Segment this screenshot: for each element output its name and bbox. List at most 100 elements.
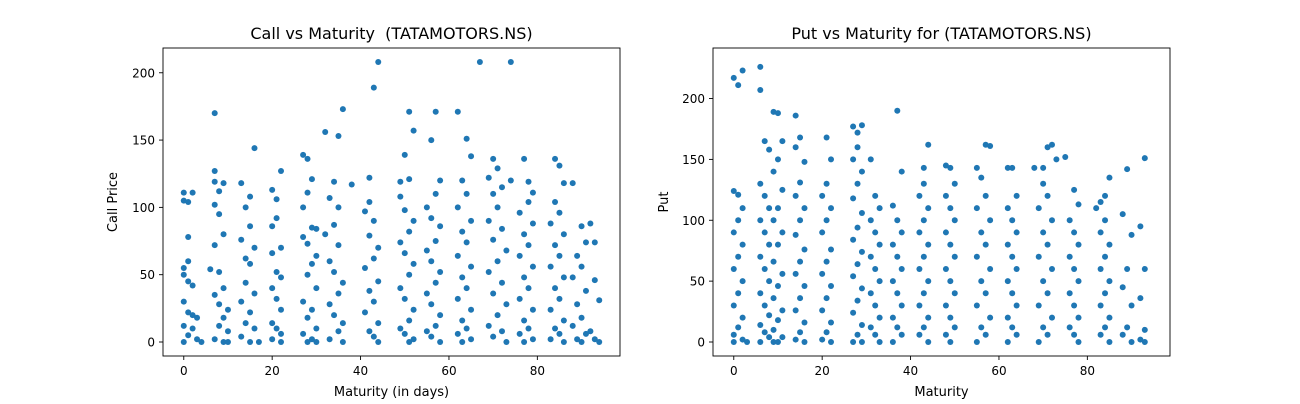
call-data-point xyxy=(596,297,603,304)
call-chart: 0 20 40 60 80 0 50 100 150 200 Call vs Maturity (T… xyxy=(106,24,621,400)
put-x-tick-label: 80 xyxy=(1080,364,1095,378)
put-data-point xyxy=(916,265,923,272)
put-data-point xyxy=(854,224,861,231)
call-data-point xyxy=(269,250,276,257)
call-data-point xyxy=(370,84,377,91)
put-data-point xyxy=(1124,324,1131,331)
put-data-point xyxy=(1066,324,1073,331)
put-data-point xyxy=(1040,164,1047,171)
call-data-point xyxy=(348,181,355,188)
call-data-point xyxy=(529,336,536,343)
put-data-point xyxy=(761,192,768,199)
put-data-point xyxy=(1102,324,1109,331)
put-data-point xyxy=(1044,144,1051,151)
call-data-point xyxy=(521,231,528,238)
put-data-point xyxy=(1013,265,1020,272)
call-data-point xyxy=(220,314,227,321)
call-y-tick-label: 0 xyxy=(147,336,155,350)
call-data-point xyxy=(468,336,475,343)
call-data-point xyxy=(198,339,205,345)
call-data-point xyxy=(468,153,475,160)
put-data-point xyxy=(1071,331,1078,338)
call-data-point xyxy=(335,133,342,140)
put-data-point xyxy=(757,253,764,260)
call-data-point xyxy=(308,260,315,267)
put-data-point xyxy=(797,134,804,141)
put-data-point xyxy=(1102,253,1109,260)
put-data-point xyxy=(920,180,927,187)
put-data-point xyxy=(973,339,980,345)
call-data-point xyxy=(454,295,461,302)
put-data-point xyxy=(982,290,989,297)
put-data-point xyxy=(823,134,830,141)
put-data-point xyxy=(876,339,883,345)
put-data-point xyxy=(1044,331,1051,338)
put-data-point xyxy=(1141,155,1148,162)
call-data-point xyxy=(525,242,532,249)
call-data-point xyxy=(525,325,532,332)
put-data-point xyxy=(850,156,857,163)
call-data-point xyxy=(410,336,417,343)
put-data-point xyxy=(973,164,980,171)
call-data-point xyxy=(238,298,245,305)
call-chart-title: Call vs Maturity (TATAMOTORS.NS) xyxy=(250,24,532,43)
put-data-point xyxy=(947,205,954,212)
call-data-point xyxy=(339,279,346,286)
put-data-point xyxy=(916,229,923,236)
put-data-point xyxy=(1119,211,1126,218)
put-data-point xyxy=(770,168,777,175)
put-y-tick-label: 150 xyxy=(682,153,705,167)
call-data-point xyxy=(238,180,245,187)
call-data-point xyxy=(269,223,276,230)
put-data-point xyxy=(828,246,835,253)
call-data-point xyxy=(224,339,231,345)
put-data-point xyxy=(828,156,835,163)
call-y-axis-label: Call Price xyxy=(106,172,121,232)
call-data-point xyxy=(339,339,346,345)
put-data-point xyxy=(819,192,826,199)
call-data-point xyxy=(216,301,223,308)
put-data-point xyxy=(823,295,830,302)
put-data-point xyxy=(850,309,857,316)
put-data-point xyxy=(1040,278,1047,285)
put-data-point xyxy=(978,174,985,181)
put-data-point xyxy=(854,144,861,151)
call-data-point xyxy=(220,339,227,345)
put-data-point xyxy=(739,314,746,321)
put-data-point xyxy=(761,229,768,236)
call-data-point xyxy=(185,309,192,316)
put-data-point xyxy=(779,138,786,145)
put-data-point xyxy=(1141,326,1148,333)
put-data-point xyxy=(757,339,764,345)
call-data-point xyxy=(552,199,559,205)
put-data-point xyxy=(987,314,994,321)
put-data-point xyxy=(774,156,781,163)
put-data-point xyxy=(1035,205,1042,212)
put-data-point xyxy=(978,324,985,331)
put-scatter-points xyxy=(730,63,1148,345)
call-data-point xyxy=(300,234,307,240)
call-data-point xyxy=(406,271,413,278)
put-data-point xyxy=(1004,241,1011,248)
call-data-point xyxy=(331,178,338,185)
put-data-point xyxy=(876,205,883,212)
call-data-point xyxy=(251,244,258,251)
put-data-point xyxy=(735,82,742,89)
put-data-point xyxy=(1075,201,1082,208)
put-data-point xyxy=(1102,192,1109,199)
call-data-point xyxy=(503,339,510,345)
call-data-point xyxy=(366,287,373,294)
put-plot-frame xyxy=(712,47,1171,357)
put-data-point xyxy=(744,339,751,345)
call-data-point xyxy=(574,252,581,259)
put-data-point xyxy=(872,192,879,199)
put-data-point xyxy=(730,74,737,81)
call-data-point xyxy=(304,240,311,247)
call-data-point xyxy=(242,255,249,262)
call-data-point xyxy=(459,228,466,235)
call-data-point xyxy=(521,339,528,345)
call-data-point xyxy=(313,285,320,292)
call-data-point xyxy=(331,269,338,275)
put-data-point xyxy=(982,241,989,248)
call-data-point xyxy=(211,178,218,185)
